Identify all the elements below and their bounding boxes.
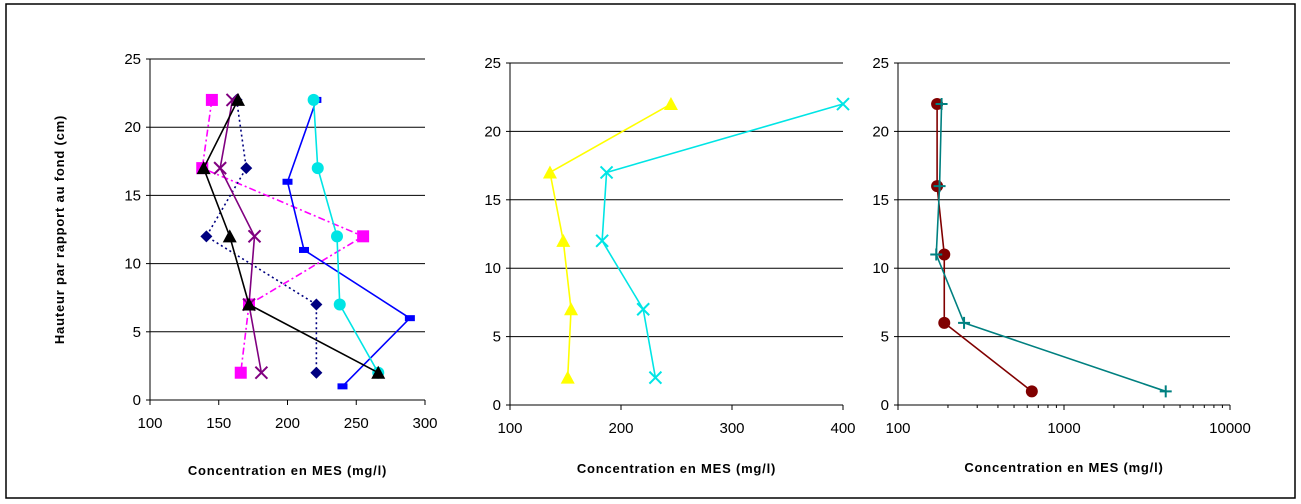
data-point (599, 165, 614, 180)
y-tick-label: 25 (124, 51, 141, 68)
data-point (560, 370, 575, 384)
y-tick-label: 20 (872, 123, 889, 140)
data-point (213, 161, 227, 175)
x-tick-label: 100 (885, 420, 910, 437)
y-tick-label: 5 (493, 329, 501, 346)
data-point (1159, 385, 1172, 398)
data-point (1025, 385, 1038, 398)
y-tick-label: 0 (493, 397, 501, 414)
data-point (242, 297, 256, 311)
x-tick-label: 150 (206, 415, 231, 432)
x-tick-label: 10000 (1209, 420, 1251, 437)
data-point (933, 180, 946, 193)
y-tick-label: 0 (881, 397, 889, 414)
chart-panel-3: 0 5 10 15 20 25 100 1000 10000 Concentration en M… (872, 55, 1251, 475)
data-point (311, 162, 324, 175)
data-point (200, 230, 213, 243)
y-tick-label: 15 (124, 187, 141, 204)
series-line (205, 99, 318, 373)
data-point (331, 230, 343, 243)
data-point (935, 98, 948, 111)
x-tick-label: 200 (275, 415, 300, 432)
data-point (310, 298, 323, 311)
data-point (247, 229, 262, 244)
series-6 (196, 92, 386, 379)
data-point (930, 248, 943, 261)
data-point (648, 370, 663, 385)
data-point (310, 366, 323, 379)
x-tick-label: 400 (830, 420, 855, 437)
data-point (196, 161, 211, 175)
y-tick-label: 10 (484, 260, 501, 277)
data-point (958, 316, 971, 329)
x-tick-label: 1000 (1047, 420, 1080, 437)
y-tick-label: 0 (133, 392, 141, 409)
data-point (234, 366, 247, 379)
chart-panel-2: 0 5 10 15 20 25 100 200 300 400 Concentration en M… (484, 55, 855, 476)
data-point (938, 316, 951, 329)
y-tick-label: 5 (881, 329, 889, 346)
x-tick-label: 100 (497, 420, 522, 437)
data-point (595, 234, 609, 248)
figure-frame (5, 3, 1296, 499)
data-point (205, 93, 218, 106)
x-tick-label: 250 (344, 415, 369, 432)
data-point (371, 365, 386, 379)
data-point (564, 302, 579, 316)
y-tick-label: 10 (124, 256, 141, 273)
data-point (333, 298, 346, 311)
data-point (636, 302, 650, 316)
data-point (836, 97, 850, 111)
data-point (240, 162, 253, 175)
data-point (299, 246, 309, 253)
data-point (254, 366, 269, 380)
x-tick-label: 100 (137, 415, 162, 432)
data-point (282, 178, 293, 185)
y-tick-label: 25 (872, 55, 889, 72)
data-point (556, 233, 571, 247)
x-tick-label: 300 (412, 415, 437, 432)
x-axis-label: Concentration en MES (mg/l) (188, 463, 387, 478)
y-tick-label: 20 (484, 123, 501, 140)
data-point (663, 97, 678, 111)
data-point (337, 383, 348, 390)
y-tick-label: 15 (484, 192, 501, 209)
data-point (404, 315, 415, 322)
x-tick-label: 300 (719, 420, 744, 437)
data-point (307, 93, 320, 106)
y-tick-label: 25 (484, 55, 501, 72)
series-1 (542, 97, 678, 384)
series-2 (930, 98, 1172, 398)
data-point (357, 230, 370, 243)
y-tick-label: 20 (124, 119, 141, 136)
data-point (938, 248, 951, 261)
y-tick-label: 10 (872, 260, 889, 277)
data-point (222, 229, 237, 243)
data-point (231, 92, 245, 106)
x-axis-label: Concentration en MES (mg/l) (964, 460, 1163, 475)
x-axis-label: Concentration en MES (mg/l) (577, 461, 776, 476)
chart-panel-1: 0 5 10 15 20 25 100 150 200 250 300 Concentration e… (52, 51, 438, 478)
y-axis-label: Hauteur par rapport au fond (cm) (52, 115, 67, 344)
y-tick-label: 15 (872, 192, 889, 209)
data-point (542, 165, 557, 179)
series-2 (595, 97, 850, 385)
x-tick-label: 200 (608, 420, 633, 437)
y-tick-label: 5 (133, 324, 141, 341)
